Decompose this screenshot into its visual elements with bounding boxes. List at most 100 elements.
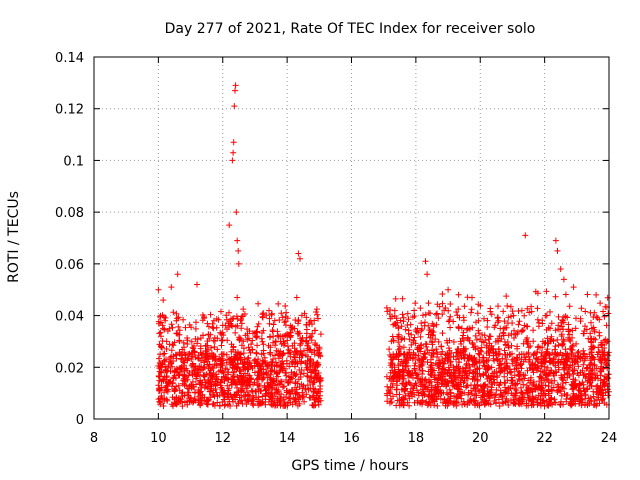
data-point [173,317,180,324]
data-point [232,329,239,336]
data-point [498,361,505,368]
data-point [163,346,170,352]
data-point [303,330,310,337]
data-point [454,312,461,319]
data-point [238,356,245,363]
data-point [393,391,400,398]
data-point [511,327,517,334]
data-point [521,312,528,319]
data-point [259,313,266,320]
data-point [555,342,562,349]
data-point [304,382,311,389]
data-point [579,367,586,374]
data-point [303,321,310,328]
data-point [438,380,445,387]
data-point [555,313,562,320]
data-point [549,359,556,366]
data-point [278,364,285,371]
data-point [487,347,494,354]
data-point [270,328,276,335]
data-point [496,333,503,340]
data-point [552,399,559,406]
data-point [384,308,391,315]
data-point [535,392,542,399]
data-point [475,330,482,337]
data-point [579,399,586,406]
data-point [539,349,545,356]
data-point [179,403,186,410]
data-point [574,359,581,366]
data-point [604,294,611,301]
data-point [185,392,192,399]
data-point [455,350,462,357]
data-point [467,396,474,403]
data-point [279,314,286,321]
data-point [555,322,562,329]
data-point [430,322,437,329]
data-point [242,365,249,372]
data-point [552,343,559,350]
data-point [242,374,249,381]
data-point [575,363,582,370]
data-point [515,376,522,382]
data-point [511,335,517,341]
data-point [233,402,240,409]
data-point [472,332,479,339]
x-tick-label: 16 [343,431,360,446]
data-point [226,385,233,392]
data-point [278,310,285,317]
data-point [511,400,518,407]
data-point [265,342,272,349]
data-point [213,373,220,380]
data-point [386,352,393,358]
data-point [298,358,305,365]
data-point [237,317,244,324]
data-point [248,341,255,348]
data-point [559,317,566,323]
data-point [239,381,245,388]
data-point [254,382,261,389]
data-point [476,356,483,363]
data-point [157,329,164,336]
data-point [316,395,323,402]
data-point [249,337,256,344]
y-tick-label: 0.12 [55,103,84,118]
data-point [579,379,586,386]
data-point [232,396,239,403]
data-point [284,315,291,322]
data-point [215,356,222,363]
data-point [559,340,566,347]
data-point [230,372,237,378]
data-point [516,318,523,325]
data-point [275,348,282,355]
data-point [398,323,405,330]
data-point [560,336,567,343]
data-point [583,373,590,380]
data-point [162,366,169,373]
data-point [495,396,502,403]
data-point [224,401,231,408]
data-point [488,364,495,371]
data-point [569,394,576,401]
data-point [277,400,284,407]
data-point [542,382,549,389]
data-point [286,363,293,370]
data-point [582,323,588,330]
data-point [599,347,606,354]
data-point [581,330,587,337]
data-point [184,341,191,347]
data-point [495,317,502,324]
data-point [476,351,483,358]
data-point [487,401,494,408]
data-point [540,356,547,363]
data-point [481,358,487,365]
x-tick-label: 8 [90,431,98,446]
x-tick-label: 22 [536,431,553,446]
data-point [506,385,513,392]
data-point [534,349,541,355]
data-point [395,325,402,332]
data-point [510,312,517,319]
data-point [409,369,416,376]
data-point [158,344,165,350]
data-point [218,331,225,337]
